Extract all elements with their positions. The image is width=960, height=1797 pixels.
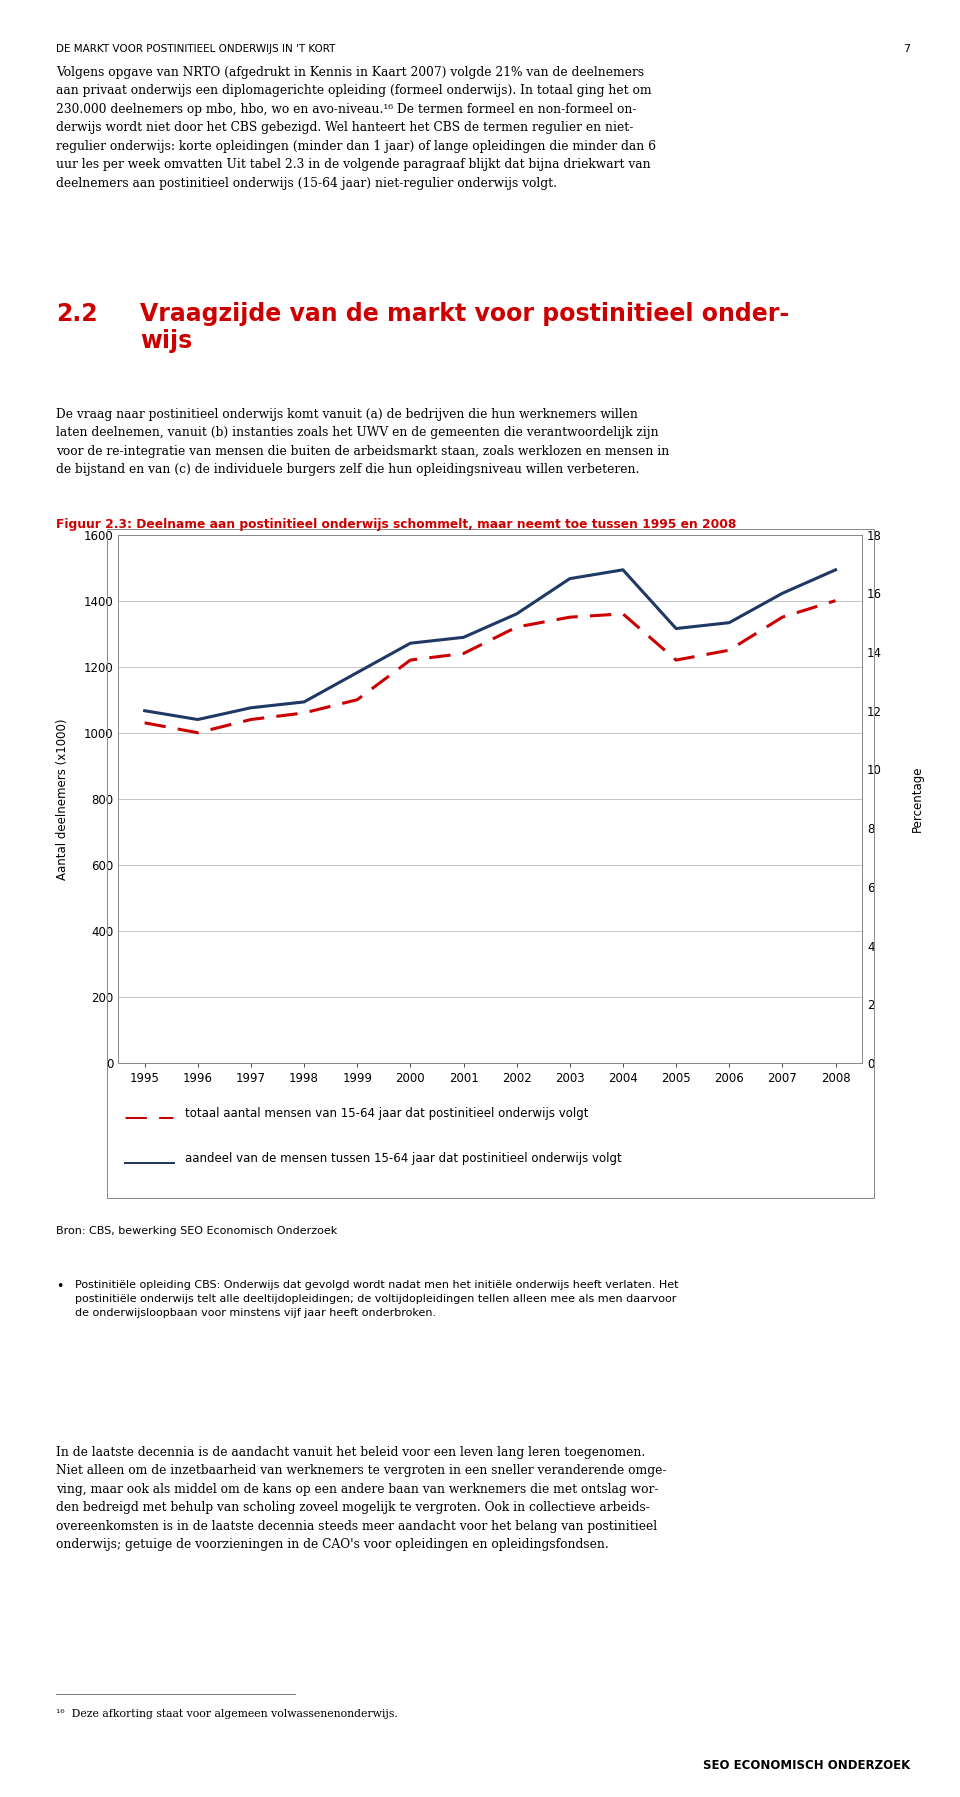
Text: Figuur 2.3: Deelname aan postinitieel onderwijs schommelt, maar neemt toe tussen: Figuur 2.3: Deelname aan postinitieel on…	[56, 518, 736, 532]
Text: ¹⁶  Deze afkorting staat voor algemeen volwassenenonderwijs.: ¹⁶ Deze afkorting staat voor algemeen vo…	[56, 1709, 397, 1720]
Text: Aantal deelnemers (x1000): Aantal deelnemers (x1000)	[56, 719, 69, 879]
Text: aandeel van de mensen tussen 15-64 jaar dat postinitieel onderwijs volgt: aandeel van de mensen tussen 15-64 jaar …	[185, 1152, 622, 1164]
Text: •: •	[56, 1279, 63, 1294]
Text: Vraagzijde van de markt voor postinitieel onder-
wijs: Vraagzijde van de markt voor postinitiee…	[140, 302, 789, 352]
Text: Postinitiële opleiding CBS: Onderwijs dat gevolgd wordt nadat men het initiële o: Postinitiële opleiding CBS: Onderwijs da…	[75, 1279, 679, 1317]
Text: DE MARKT VOOR POSTINITIEEL ONDERWIJS IN 'T KORT: DE MARKT VOOR POSTINITIEEL ONDERWIJS IN …	[56, 43, 335, 54]
Text: SEO ECONOMISCH ONDERZOEK: SEO ECONOMISCH ONDERZOEK	[703, 1759, 910, 1772]
Text: 2.2: 2.2	[56, 302, 97, 325]
Text: Bron: CBS, bewerking SEO Economisch Onderzoek: Bron: CBS, bewerking SEO Economisch Onde…	[56, 1227, 337, 1236]
Text: 7: 7	[903, 43, 910, 54]
Text: Volgens opgave van NRTO (afgedrukt in Kennis in Kaart 2007) volgde 21% van de de: Volgens opgave van NRTO (afgedrukt in Ke…	[56, 65, 656, 190]
Text: De vraag naar postinitieel onderwijs komt vanuit (a) de bedrijven die hun werkne: De vraag naar postinitieel onderwijs kom…	[56, 408, 669, 476]
Text: In de laatste decennia is de aandacht vanuit het beleid voor een leven lang lere: In de laatste decennia is de aandacht va…	[56, 1445, 666, 1551]
Text: Percentage: Percentage	[911, 766, 924, 832]
Text: totaal aantal mensen van 15-64 jaar dat postinitieel onderwijs volgt: totaal aantal mensen van 15-64 jaar dat …	[185, 1107, 588, 1120]
